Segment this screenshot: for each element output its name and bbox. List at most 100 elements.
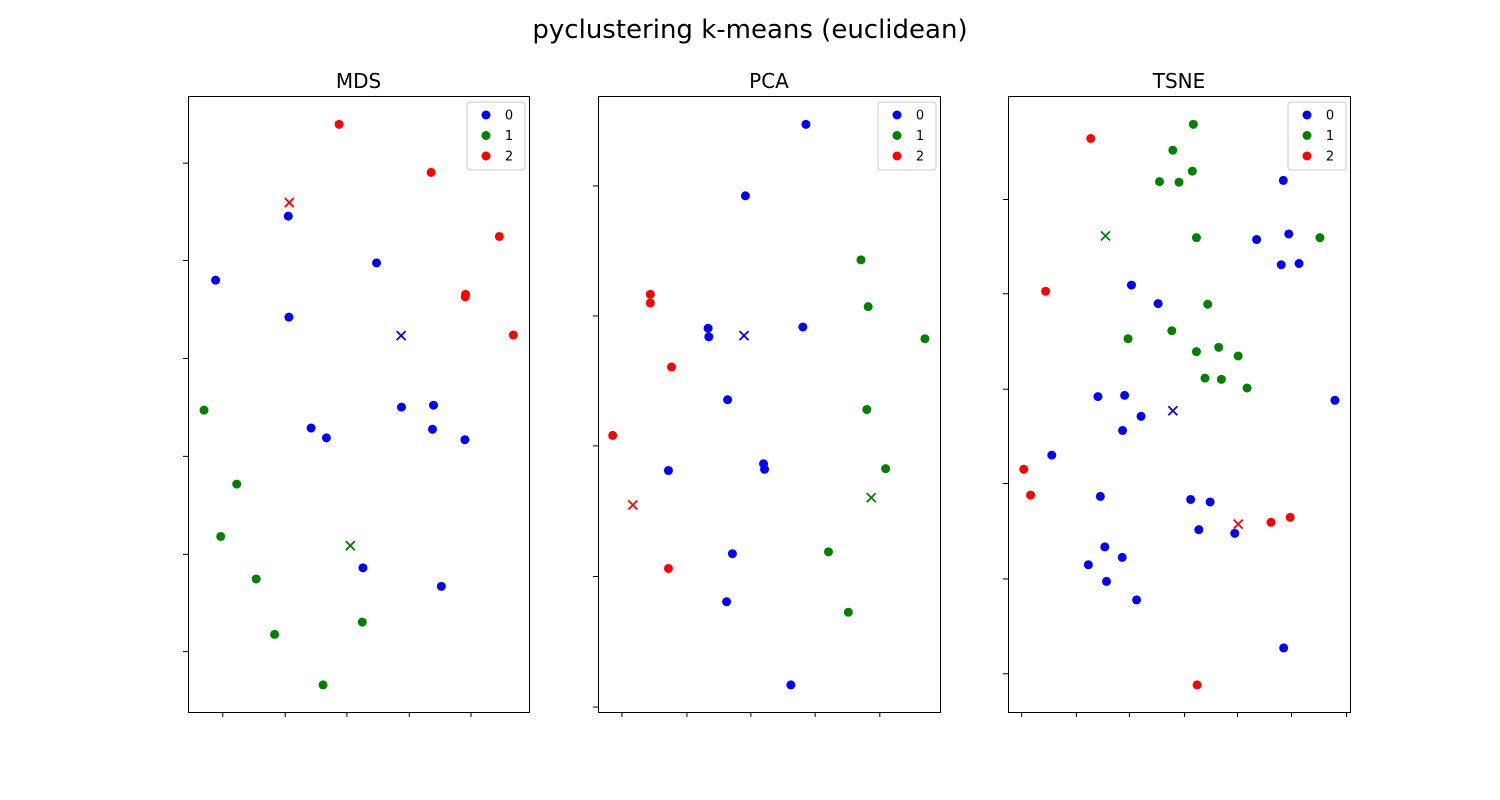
subplots: MDS 0 1 2 PCA 0 1 2 TSNE 0 1 2 xyxy=(183,69,1351,717)
data-point xyxy=(663,466,673,476)
data-point xyxy=(426,167,436,177)
centroid-marker xyxy=(1167,405,1178,416)
data-point xyxy=(1200,373,1210,383)
data-point xyxy=(1167,326,1177,336)
data-point xyxy=(1153,299,1163,309)
series-1 xyxy=(824,255,930,617)
data-point xyxy=(1174,177,1184,187)
centroid-marker xyxy=(395,330,407,341)
data-point xyxy=(1252,235,1262,245)
data-point xyxy=(1126,280,1136,290)
centroid-marker xyxy=(1100,230,1111,241)
figure-title: pyclustering k-means (euclidean) xyxy=(532,15,967,45)
data-point xyxy=(723,395,733,405)
data-point xyxy=(1095,491,1105,501)
data-point xyxy=(321,433,331,443)
data-point xyxy=(1187,166,1197,176)
data-point xyxy=(284,312,294,322)
data-point xyxy=(1216,374,1226,384)
subplot-title: TSNE xyxy=(1152,69,1206,93)
centroid-marker xyxy=(738,330,750,341)
data-point xyxy=(704,332,714,342)
data-point xyxy=(856,255,866,265)
data-point xyxy=(1155,177,1165,187)
series-1 xyxy=(199,405,367,690)
data-point xyxy=(645,298,655,308)
legend-box xyxy=(466,101,526,171)
data-point xyxy=(318,680,328,690)
data-point xyxy=(251,574,261,584)
data-point xyxy=(1294,259,1304,269)
data-point xyxy=(1188,119,1198,129)
data-point xyxy=(199,405,209,415)
subplot-title: MDS xyxy=(336,69,381,93)
legend-marker xyxy=(892,151,902,161)
data-point xyxy=(1242,383,1252,393)
legend-label: 1 xyxy=(916,129,924,144)
data-point xyxy=(1086,134,1096,144)
data-point xyxy=(283,211,293,221)
centroid-marker xyxy=(627,499,639,511)
data-point xyxy=(1101,576,1111,586)
data-point xyxy=(786,680,796,690)
data-point xyxy=(1278,175,1288,185)
data-point xyxy=(1279,643,1289,653)
series-0 xyxy=(211,211,470,591)
series-1 xyxy=(1100,119,1325,393)
data-point xyxy=(1330,395,1340,405)
legend-label: 2 xyxy=(916,150,924,165)
data-point xyxy=(608,430,618,440)
data-point xyxy=(843,607,853,617)
data-point xyxy=(427,424,437,434)
data-point xyxy=(1194,525,1204,535)
legend-marker xyxy=(1302,131,1312,140)
data-point xyxy=(306,423,316,433)
axes-frame xyxy=(188,96,530,713)
axes-frame xyxy=(1008,96,1351,713)
data-point xyxy=(1123,334,1133,344)
legend: 0 1 2 xyxy=(1287,101,1347,171)
legend-label: 0 xyxy=(916,109,924,124)
data-point xyxy=(1230,528,1240,538)
data-point xyxy=(1132,595,1142,605)
data-point xyxy=(1233,351,1243,361)
data-point xyxy=(429,400,439,410)
data-point xyxy=(727,549,737,559)
data-point xyxy=(216,531,226,541)
legend-marker xyxy=(481,110,491,120)
data-point xyxy=(1285,512,1295,522)
data-point xyxy=(1118,425,1128,435)
legend-label: 2 xyxy=(1326,150,1334,165)
data-point xyxy=(396,402,406,412)
legend: 0 1 2 xyxy=(466,101,526,171)
data-point xyxy=(760,464,770,474)
subplot-pca: PCA 0 1 2 xyxy=(593,69,941,717)
legend: 0 1 2 xyxy=(877,101,937,171)
legend-label: 0 xyxy=(505,109,513,124)
data-point xyxy=(1266,517,1276,527)
axes-frame xyxy=(598,96,941,713)
legend-marker xyxy=(1302,151,1312,161)
data-point xyxy=(1203,299,1213,309)
data-point xyxy=(801,119,811,129)
subplot-tsne: TSNE 0 1 2 xyxy=(1003,69,1351,717)
legend-box xyxy=(1287,101,1347,171)
legend-label: 0 xyxy=(1326,109,1334,124)
data-point xyxy=(357,617,367,627)
legend-marker xyxy=(892,131,902,140)
centroid-marker xyxy=(284,197,295,208)
data-point xyxy=(1284,229,1294,239)
data-point xyxy=(1041,286,1051,296)
series-0 xyxy=(663,119,811,690)
data-point xyxy=(920,334,930,344)
data-point xyxy=(1214,342,1224,352)
data-point xyxy=(703,323,713,333)
data-point xyxy=(1120,390,1130,400)
series-0 xyxy=(1047,175,1340,653)
data-point xyxy=(881,464,891,474)
data-point xyxy=(494,231,504,241)
data-point xyxy=(798,322,808,332)
legend-label: 1 xyxy=(505,129,513,144)
data-point xyxy=(1136,411,1146,421)
